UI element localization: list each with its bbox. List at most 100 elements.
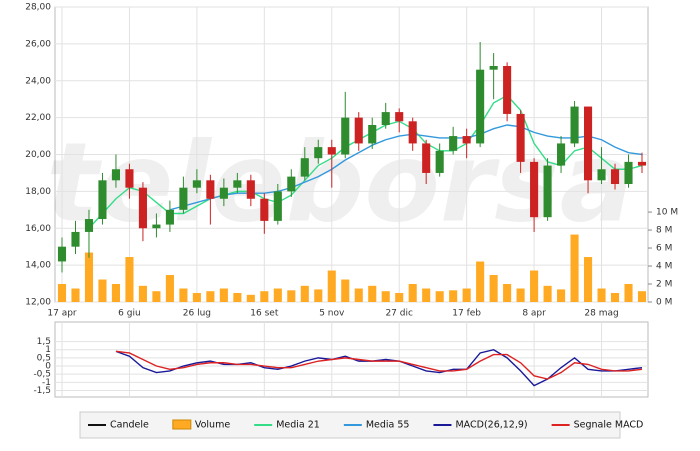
volume-bar <box>219 288 228 302</box>
candle-body <box>98 180 107 220</box>
volume-bar <box>476 261 485 302</box>
legend-label: Volume <box>195 420 230 431</box>
volume-bar <box>273 288 282 302</box>
y-tick-label: 1 <box>45 345 51 355</box>
candle-body <box>395 112 404 122</box>
x-tick-label: 8 apr <box>522 309 546 319</box>
volume-bar <box>422 288 431 302</box>
volume-bar <box>557 289 566 302</box>
volume-bar <box>543 285 552 302</box>
volume-bar <box>98 279 107 302</box>
volume-bar <box>530 270 539 302</box>
volume-bar <box>71 288 80 302</box>
candle-body <box>368 125 377 144</box>
y-tick-label: 14,00 <box>25 261 51 271</box>
volume-bar <box>449 290 458 302</box>
line <box>88 94 643 229</box>
candle-body <box>422 143 431 173</box>
macd-panel <box>54 321 649 398</box>
legend-label: Candele <box>110 420 149 431</box>
volume-bar <box>597 288 606 302</box>
volume-bar <box>368 285 377 302</box>
candle-body <box>57 246 67 262</box>
volume-bar <box>516 288 525 302</box>
volume-bar <box>462 288 471 302</box>
y-tick-label: 28,00 <box>25 3 51 13</box>
candle-body <box>516 113 525 162</box>
volume-bar <box>584 257 593 302</box>
candle-body <box>206 180 215 199</box>
candle-body <box>273 191 282 221</box>
legend-swatch <box>172 419 192 430</box>
volume-bar <box>287 290 296 302</box>
candle-body <box>71 231 80 247</box>
candle-body <box>341 117 350 155</box>
volume-bar <box>570 234 579 302</box>
volume-bar <box>165 275 174 302</box>
candle-body <box>476 69 485 144</box>
candle-body <box>381 112 390 125</box>
x-tick-label: 5 nov <box>319 309 345 319</box>
volume-bar <box>435 291 444 302</box>
volume-bar <box>57 284 67 302</box>
y2-tick-label: 8 M <box>656 226 672 236</box>
volume-bar <box>610 293 620 302</box>
candle-body <box>637 161 647 166</box>
candle-body <box>138 187 147 229</box>
candle-body <box>449 136 458 151</box>
volume-bar <box>503 284 512 302</box>
volume-bar <box>354 288 363 302</box>
candle-body <box>125 169 134 188</box>
candle-body <box>233 180 242 188</box>
y2-tick-label: 2 M <box>656 280 672 290</box>
x-tick-label: 16 set <box>250 309 279 319</box>
candle-body <box>462 136 471 144</box>
candle-body <box>624 161 633 184</box>
y-tick-label: 0,5 <box>37 353 51 363</box>
legend-label: MACD(26,12,9) <box>455 420 527 431</box>
volume-bar <box>314 289 323 302</box>
candle-body <box>111 169 120 181</box>
y-tick-label: 0 <box>45 362 51 372</box>
y2-tick-label: 6 M <box>656 244 672 254</box>
candle-body <box>300 158 309 177</box>
legend-label: Segnale MACD <box>574 420 644 431</box>
legend-label: Media 55 <box>366 420 410 431</box>
volume-bar <box>408 284 417 302</box>
candle-body <box>327 147 336 155</box>
candle-body <box>179 187 188 210</box>
line <box>115 348 643 387</box>
volume-bar <box>341 279 350 302</box>
volume-bar <box>246 294 255 302</box>
candle-body <box>597 169 606 181</box>
candle-body <box>503 66 512 114</box>
volume-bar <box>381 291 390 302</box>
candle-body <box>543 165 552 218</box>
x-tick-label: 6 giu <box>118 309 141 319</box>
candle-body <box>584 106 593 181</box>
y2-tick-label: 10 M <box>656 208 678 218</box>
volume-bar <box>300 285 309 302</box>
y-tick-label: 12,00 <box>25 298 51 308</box>
x-tick-label: 17 feb <box>452 309 481 319</box>
volume-bar <box>152 291 161 302</box>
candle-body <box>354 117 363 144</box>
y-tick-label: 20,00 <box>25 150 51 160</box>
y2-tick-label: 4 M <box>656 262 672 272</box>
volume-bar <box>489 275 498 302</box>
x-tick-label: 17 apr <box>47 309 77 319</box>
candle-body <box>610 169 620 184</box>
candle-body <box>246 180 255 199</box>
candle-body <box>219 187 228 199</box>
candle-body <box>570 106 579 144</box>
volume-bar <box>233 293 242 302</box>
y-tick-label: 26,00 <box>25 39 51 49</box>
candle-body <box>192 180 201 188</box>
y-tick-label: -0,5 <box>33 370 51 380</box>
y-tick-label: 22,00 <box>25 113 51 123</box>
legend-label: Media 21 <box>276 420 320 431</box>
volume-bar <box>192 293 201 302</box>
volume-bar <box>179 288 188 302</box>
volume-bar <box>125 257 134 302</box>
